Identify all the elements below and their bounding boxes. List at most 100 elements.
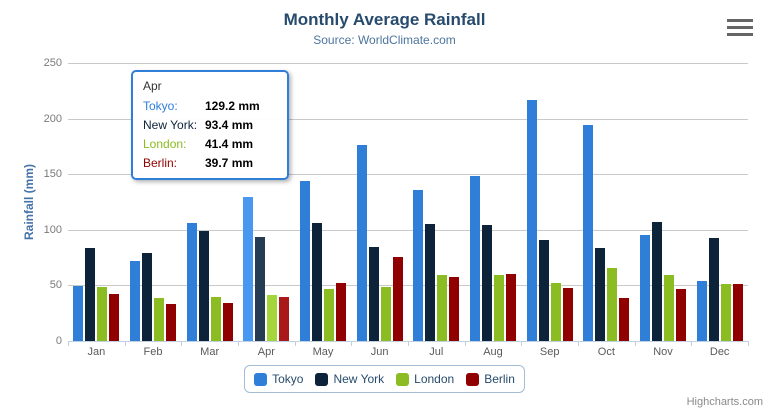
bar-berlin-jan[interactable] xyxy=(109,294,119,341)
x-label-apr: Apr xyxy=(257,346,275,358)
x-label-jun: Jun xyxy=(370,346,389,358)
bar-tokyo-nov[interactable] xyxy=(640,235,650,341)
bar-berlin-apr[interactable] xyxy=(279,297,289,341)
bar-london-dec[interactable] xyxy=(721,284,731,341)
x-label-nov: Nov xyxy=(653,346,673,358)
x-label-oct: Oct xyxy=(597,346,615,358)
x-tick xyxy=(521,341,522,346)
credits-link[interactable]: Highcharts.com xyxy=(686,396,763,408)
legend-item-london[interactable]: London xyxy=(396,372,454,386)
bar-berlin-feb[interactable] xyxy=(166,304,176,341)
bar-london-aug[interactable] xyxy=(494,275,504,341)
tooltip-category: Apr xyxy=(143,79,162,93)
x-tick xyxy=(748,341,749,346)
bar-tokyo-may[interactable] xyxy=(300,181,310,341)
gridline-150 xyxy=(68,174,748,175)
bar-berlin-dec[interactable] xyxy=(733,284,743,341)
context-menu-button[interactable] xyxy=(727,19,754,37)
legend-label: London xyxy=(414,372,455,386)
x-tick xyxy=(578,341,579,346)
bar-new-york-may[interactable] xyxy=(312,223,322,341)
bar-tokyo-sep[interactable] xyxy=(527,100,537,341)
bar-new-york-dec[interactable] xyxy=(709,238,719,341)
legend-item-berlin[interactable]: Berlin xyxy=(466,372,515,386)
tooltip-series-label: London: xyxy=(143,137,187,151)
bar-berlin-jun[interactable] xyxy=(393,257,403,341)
legend: Tokyo New York London Berlin xyxy=(0,365,769,393)
y-tick-label-150: 150 xyxy=(43,168,62,181)
y-tick-label-200: 200 xyxy=(43,112,62,125)
x-tick xyxy=(295,341,296,346)
bar-london-nov[interactable] xyxy=(664,275,674,341)
tooltip-rows: Tokyo: 129.2 mm New York: 93.4 mm London: 41.… xyxy=(143,98,277,171)
legend-label: Berlin xyxy=(484,372,515,386)
bar-london-feb[interactable] xyxy=(154,298,164,341)
bar-tokyo-aug[interactable] xyxy=(470,176,480,341)
shared-tooltip: Apr Tokyo: 129.2 mm New York: 93.4 mm London… xyxy=(131,70,289,180)
y-tick-label-250: 250 xyxy=(43,57,62,69)
bar-tokyo-mar[interactable] xyxy=(187,223,197,341)
x-label-sep: Sep xyxy=(539,346,560,358)
legend-swatch-tokyo xyxy=(254,372,268,386)
bar-new-york-nov[interactable] xyxy=(652,222,662,341)
x-label-dec: Dec xyxy=(709,346,730,358)
bar-new-york-sep[interactable] xyxy=(539,240,549,341)
bar-berlin-oct[interactable] xyxy=(619,298,629,341)
bar-berlin-mar[interactable] xyxy=(223,303,233,341)
legend-swatch-london xyxy=(396,372,410,386)
tooltip-series-value: 41.4 mm xyxy=(205,137,254,151)
x-tick xyxy=(691,341,692,346)
bar-tokyo-oct[interactable] xyxy=(583,125,593,341)
legend-item-tokyo[interactable]: Tokyo xyxy=(254,372,303,386)
gridline-50 xyxy=(68,285,748,286)
bar-tokyo-dec[interactable] xyxy=(697,281,707,341)
x-tick xyxy=(238,341,239,346)
x-tick xyxy=(635,341,636,346)
bar-new-york-oct[interactable] xyxy=(595,248,605,341)
bar-tokyo-feb[interactable] xyxy=(130,261,140,341)
bar-new-york-jul[interactable] xyxy=(425,224,435,341)
bar-new-york-feb[interactable] xyxy=(142,253,152,341)
bar-london-apr[interactable] xyxy=(267,295,277,341)
chart-title: Monthly Average Rainfall xyxy=(283,10,486,29)
x-label-may: May xyxy=(312,346,334,358)
tooltip-series-label: Berlin: xyxy=(143,156,178,170)
bar-tokyo-jan[interactable] xyxy=(73,286,83,341)
y-tick-label-50: 50 xyxy=(49,279,62,292)
bar-berlin-nov[interactable] xyxy=(676,289,686,341)
bar-london-oct[interactable] xyxy=(607,268,617,341)
bar-london-jul[interactable] xyxy=(437,275,447,341)
bar-tokyo-jul[interactable] xyxy=(413,190,423,341)
tooltip-series-label: New York: xyxy=(143,118,198,132)
bar-london-may[interactable] xyxy=(324,289,334,341)
legend-label: New York xyxy=(333,372,385,386)
y-tick-label-100: 100 xyxy=(43,223,62,236)
x-label-feb: Feb xyxy=(143,346,163,358)
gridline-200 xyxy=(68,119,748,120)
legend-label: Tokyo xyxy=(272,372,304,386)
legend-item-new-york[interactable]: New York xyxy=(315,372,384,386)
gridline-100 xyxy=(68,230,748,231)
x-tick xyxy=(68,341,69,346)
bar-new-york-aug[interactable] xyxy=(482,225,492,341)
bar-london-jan[interactable] xyxy=(97,287,107,341)
bar-berlin-sep[interactable] xyxy=(563,288,573,341)
bar-london-sep[interactable] xyxy=(551,283,561,341)
x-tick xyxy=(125,341,126,346)
bar-new-york-jan[interactable] xyxy=(85,248,95,341)
tooltip-series-value: 129.2 mm xyxy=(205,99,260,113)
x-tick xyxy=(351,341,352,346)
bar-berlin-jul[interactable] xyxy=(449,277,459,341)
y-tick-label-0: 0 xyxy=(55,335,62,347)
bar-tokyo-jun[interactable] xyxy=(357,145,367,341)
bar-new-york-apr[interactable] xyxy=(255,237,265,341)
bar-new-york-mar[interactable] xyxy=(199,231,209,341)
bar-new-york-jun[interactable] xyxy=(369,247,379,341)
bar-berlin-aug[interactable] xyxy=(506,274,516,341)
bar-london-mar[interactable] xyxy=(211,297,221,341)
bar-tokyo-apr[interactable] xyxy=(243,197,253,341)
hamburger-icon xyxy=(727,19,754,36)
bar-berlin-may[interactable] xyxy=(336,283,346,341)
bar-london-jun[interactable] xyxy=(381,287,391,341)
